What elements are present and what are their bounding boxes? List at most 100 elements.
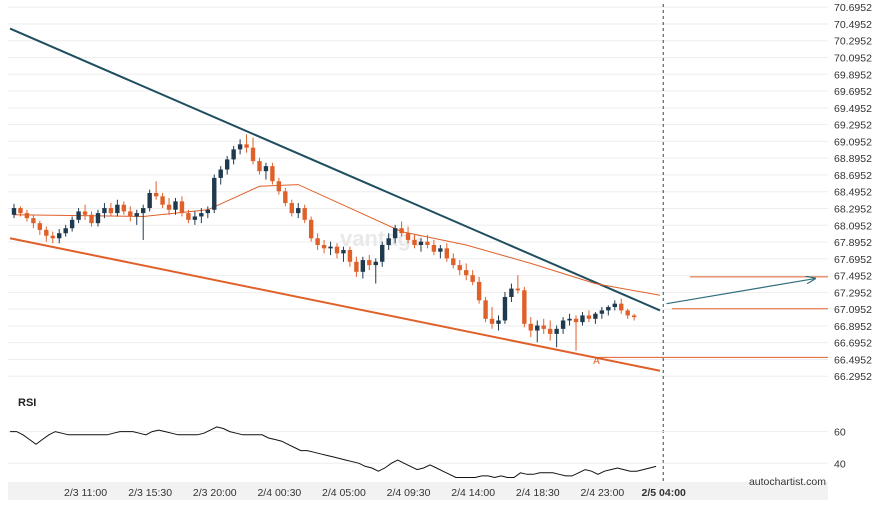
candle-body (37, 223, 43, 230)
candle-body (63, 228, 68, 234)
candle-body (347, 250, 353, 262)
time-axis-band (8, 482, 828, 500)
candle-body (631, 315, 637, 318)
rsi-tick-label: 40 (834, 458, 846, 470)
price-tick-label: 68.6952 (834, 170, 872, 182)
candle-body (392, 228, 398, 239)
candle-body (244, 144, 249, 148)
candle-body (237, 144, 243, 150)
candle-body (573, 318, 579, 323)
candle (547, 320, 553, 341)
candle-body (451, 258, 456, 266)
candle-body (141, 208, 146, 214)
candle-body (231, 149, 236, 160)
price-tick-label: 66.6952 (834, 338, 872, 350)
candle (218, 166, 223, 185)
candle-body (57, 233, 62, 239)
candle (276, 177, 282, 195)
price-tick-label: 66.8952 (834, 321, 872, 333)
candle-body (321, 244, 327, 249)
candle (560, 317, 566, 334)
candle (244, 134, 249, 153)
candle-body (399, 228, 404, 234)
price-tick-label: 68.2952 (834, 203, 872, 215)
candle-body (199, 213, 204, 217)
price-grid (8, 6, 828, 377)
candle (115, 199, 120, 217)
candle-body (431, 244, 437, 252)
candle-body (535, 325, 540, 331)
price-tick-label: 69.4952 (834, 103, 872, 115)
candle-body (166, 204, 172, 210)
candle-body (619, 303, 624, 311)
candle (438, 244, 443, 259)
candle-body (328, 246, 333, 249)
candle-body (250, 147, 256, 162)
candle (37, 220, 43, 235)
candle (496, 315, 501, 331)
candle-body (541, 325, 546, 329)
candle (237, 139, 243, 155)
candle (470, 270, 475, 286)
candle-body (308, 219, 314, 239)
brand-label: autochartist.com (749, 476, 826, 488)
price-tick-label: 68.4952 (834, 187, 872, 199)
candle-body (380, 244, 385, 262)
candle-body (128, 211, 133, 217)
candle (257, 157, 262, 175)
resistance-trendline (9, 27, 661, 312)
moving-average-line (13, 184, 661, 296)
rsi-line (10, 426, 657, 479)
candle-body (386, 238, 391, 245)
price-tick-label: 67.4952 (834, 271, 872, 283)
candle-body (625, 310, 630, 316)
candle (57, 229, 62, 244)
point-a-label: A (593, 356, 600, 367)
candle (321, 239, 327, 254)
candle (515, 275, 521, 294)
candle-body (283, 191, 288, 204)
candle (612, 300, 617, 311)
price-tick-label: 67.2952 (834, 287, 872, 299)
candle (128, 206, 133, 222)
candle (224, 156, 230, 175)
time-tick-label: 2/4 18:30 (516, 487, 560, 499)
candle (451, 253, 456, 269)
price-plot: A (9, 4, 828, 489)
rsi-tick-label: 60 (834, 427, 846, 439)
candle (31, 214, 36, 229)
candle (186, 209, 191, 224)
candle-body (270, 166, 275, 182)
candle (625, 308, 630, 319)
candle (102, 203, 107, 219)
time-tick-label: 2/3 11:00 (64, 487, 107, 499)
price-tick-label: 69.2952 (834, 120, 872, 132)
price-tick-label: 68.0952 (834, 220, 872, 232)
candle (205, 206, 210, 219)
candle-body (153, 192, 159, 197)
candle (89, 211, 94, 227)
candle-body (289, 203, 294, 214)
candle (315, 233, 320, 251)
candle-body (24, 213, 30, 219)
price-axis: 70.6952 70.4952 70.2952 70.0952 69.8952 69.69… (834, 2, 872, 383)
candle (76, 208, 81, 224)
candle (134, 209, 139, 225)
candle (18, 206, 23, 217)
candle (489, 307, 495, 329)
candle-body (218, 169, 223, 178)
candle-body (580, 315, 585, 323)
time-tick-label: 2/4 00:30 (257, 487, 301, 499)
candle-body (173, 201, 178, 210)
candle-body (31, 218, 36, 224)
candle (153, 181, 159, 200)
candle (250, 137, 256, 165)
candle (147, 189, 152, 212)
rsi-panel: RSI 60 40 (8, 397, 846, 479)
candle (160, 192, 165, 209)
candle (270, 162, 275, 185)
candle (418, 238, 424, 252)
candle (580, 312, 585, 326)
candle (599, 307, 605, 319)
